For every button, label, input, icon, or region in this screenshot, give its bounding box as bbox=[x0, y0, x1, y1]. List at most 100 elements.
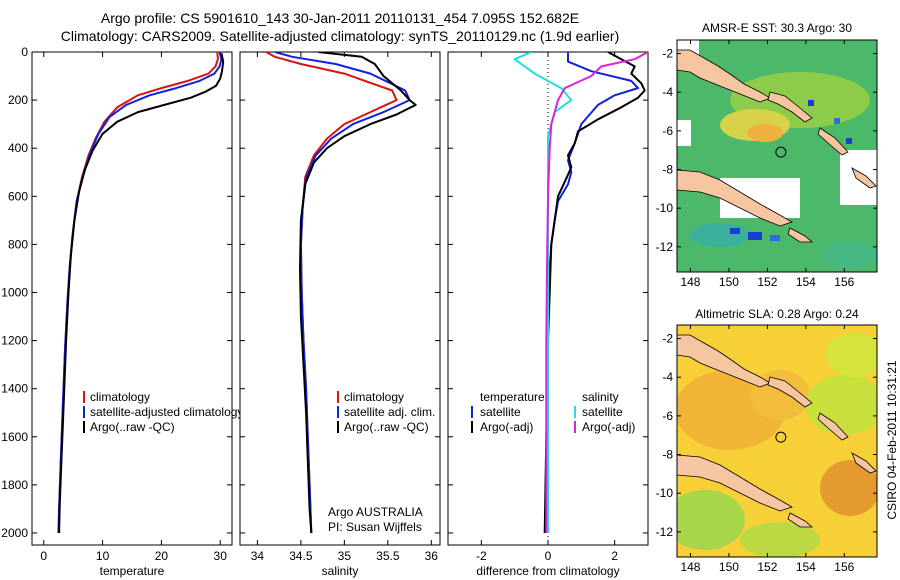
sla-low-patch bbox=[740, 522, 820, 557]
difference-panel: -2 0 2 difference from climatology tempera… bbox=[447, 51, 649, 578]
legend-label-temp-argo: Argo(-adj) bbox=[480, 420, 533, 434]
sla-map-title: Altimetric SLA: 0.28 Argo: 0.24 bbox=[695, 307, 859, 321]
argo-float-marker bbox=[775, 431, 787, 443]
argo-float-marker bbox=[775, 146, 787, 158]
legend-heading-temperature: temperature bbox=[480, 390, 545, 404]
y-tick-label: 1400 bbox=[1, 382, 28, 396]
latitude-tick-label: -12 bbox=[656, 525, 674, 539]
series-line-salinity-argo-adj- bbox=[545, 52, 648, 533]
temperature-legend: climatology satellite-adjusted climatolo… bbox=[83, 390, 243, 434]
float-pi-annotation: PI: Susan Wijffels bbox=[328, 520, 422, 534]
bougainville-island bbox=[817, 412, 849, 441]
latitude-tick-label: -2 bbox=[662, 332, 673, 346]
sst-map-ticks: 148 150 152 154 156 -2 -4 -6 -8 -10 -12 bbox=[656, 40, 877, 289]
sla-map-ticks: 148 150 152 154 156 -2 -4 -6 -8 -10 -12 bbox=[656, 325, 877, 574]
longitude-tick-label: 150 bbox=[719, 275, 739, 289]
salinity-series bbox=[265, 52, 417, 534]
latitude-tick-label: -8 bbox=[662, 448, 673, 462]
salinity-xlabel: salinity bbox=[322, 564, 359, 578]
y-tick-label: 600 bbox=[8, 189, 28, 203]
figure-title-line1: Argo profile: CS 5901610_143 30-Jan-2011… bbox=[101, 10, 579, 26]
x-tick-label: 10 bbox=[96, 549, 110, 563]
latitude-tick-label: -10 bbox=[656, 201, 674, 215]
y-tick-label: 400 bbox=[8, 141, 28, 155]
legend-label-satellite: satellite adj. clim. bbox=[344, 405, 435, 419]
sst-cold-pixel bbox=[834, 118, 840, 124]
float-program-annotation: Argo AUSTRALIA bbox=[328, 505, 423, 519]
legend-label-argo: Argo(..raw -QC) bbox=[344, 420, 429, 434]
sst-cool-patch bbox=[690, 223, 750, 247]
salinity-ticks: 34 34.5 35 35.5 36 bbox=[240, 51, 440, 563]
latitude-tick-label: -6 bbox=[662, 409, 673, 423]
x-tick-label: 0 bbox=[40, 549, 47, 563]
legend-heading-salinity: salinity bbox=[582, 390, 619, 404]
x-tick-label: 20 bbox=[155, 549, 169, 563]
salinity-axes-frame bbox=[239, 51, 441, 546]
sla-low-patch bbox=[805, 375, 877, 435]
temperature-series bbox=[57, 52, 225, 534]
figure-title-line2: Climatology: CARS2009. Satellite-adjuste… bbox=[61, 28, 619, 44]
credit-timestamp: CSIRO 04-Feb-2011 10:31:21 bbox=[885, 360, 899, 520]
solomon-islands bbox=[851, 452, 877, 474]
difference-legend: temperature satellite Argo(-adj) salinit… bbox=[471, 390, 635, 434]
papuan-peninsula bbox=[677, 454, 793, 512]
louisiade-islands bbox=[787, 227, 814, 243]
sst-cloud-mask bbox=[677, 120, 691, 146]
sla-map-field bbox=[677, 325, 877, 557]
x-tick-label: 34 bbox=[251, 549, 265, 563]
y-tick-label: 1800 bbox=[1, 478, 28, 492]
series-line-temperature-argo-adj- bbox=[543, 52, 646, 534]
sst-cold-pixel bbox=[748, 232, 762, 240]
latitude-tick-label: -4 bbox=[662, 85, 673, 99]
x-tick-label: 36 bbox=[425, 549, 439, 563]
y-tick-label: 0 bbox=[21, 45, 28, 59]
longitude-tick-label: 156 bbox=[834, 560, 854, 574]
y-tick-label: 1200 bbox=[1, 334, 28, 348]
latitude-tick-label: -10 bbox=[656, 486, 674, 500]
y-tick-label: 2000 bbox=[1, 526, 28, 540]
new-guinea-landmass bbox=[677, 49, 771, 103]
longitude-tick-label: 150 bbox=[719, 560, 739, 574]
new-britain-island bbox=[767, 91, 813, 123]
legend-label-climatology: climatology bbox=[90, 390, 150, 404]
latitude-tick-label: -8 bbox=[662, 163, 673, 177]
x-tick-label: 30 bbox=[214, 549, 228, 563]
sst-cold-pixel bbox=[730, 228, 740, 234]
sst-cold-pixel bbox=[846, 138, 852, 144]
latitude-tick-label: -6 bbox=[662, 124, 673, 138]
longitude-tick-label: 148 bbox=[680, 275, 700, 289]
sla-high-patch bbox=[820, 460, 877, 516]
x-tick-label: 2 bbox=[611, 549, 618, 563]
legend-label-sal-satellite: satellite bbox=[582, 405, 623, 419]
sst-cold-pixel bbox=[808, 100, 814, 106]
sst-warm-patch bbox=[747, 124, 783, 142]
longitude-tick-label: 148 bbox=[680, 560, 700, 574]
legend-label-sal-argo: Argo(-adj) bbox=[582, 420, 635, 434]
salinity-legend: climatology satellite adj. clim. Argo(..… bbox=[337, 390, 435, 434]
y-tick-label: 1000 bbox=[1, 285, 28, 299]
series-line-argo-raw-qc- bbox=[299, 52, 417, 534]
sst-map-panel: AMSR-E SST: 30.3 Argo: 30 bbox=[656, 21, 878, 289]
new-guinea-landmass bbox=[677, 334, 771, 388]
temperature-axes-frame bbox=[31, 51, 233, 546]
legend-label-satellite: satellite-adjusted climatology bbox=[90, 405, 243, 419]
longitude-tick-label: 154 bbox=[796, 275, 816, 289]
sst-map-frame bbox=[676, 39, 878, 273]
sst-map-field bbox=[677, 40, 877, 272]
y-tick-label: 1600 bbox=[1, 430, 28, 444]
sla-low-patch bbox=[677, 490, 745, 550]
longitude-tick-label: 154 bbox=[796, 560, 816, 574]
latitude-tick-label: -2 bbox=[662, 47, 673, 61]
sla-low-patch bbox=[825, 333, 877, 377]
longitude-tick-label: 156 bbox=[834, 275, 854, 289]
sst-cool-patch bbox=[822, 241, 877, 269]
legend-label-climatology: climatology bbox=[344, 390, 404, 404]
louisiade-islands bbox=[787, 512, 814, 528]
x-tick-label: -2 bbox=[476, 549, 487, 563]
solomon-islands bbox=[851, 167, 877, 189]
new-britain-island bbox=[767, 376, 813, 408]
difference-ticks: -2 0 2 bbox=[448, 51, 648, 563]
legend-label-argo: Argo(..raw -QC) bbox=[90, 420, 175, 434]
temperature-ticks: 0 10 20 30 0 200 400 600 800 1000 1200 1400 1600 1800… bbox=[1, 45, 232, 563]
